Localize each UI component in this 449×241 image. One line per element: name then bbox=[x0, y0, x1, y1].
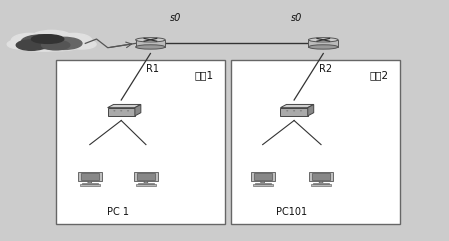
Bar bbox=[254, 173, 272, 180]
Ellipse shape bbox=[136, 38, 165, 42]
Ellipse shape bbox=[31, 30, 72, 44]
Bar bbox=[82, 182, 98, 184]
Polygon shape bbox=[281, 108, 308, 116]
Polygon shape bbox=[308, 40, 338, 47]
Bar bbox=[138, 182, 154, 184]
Bar bbox=[231, 60, 400, 224]
Ellipse shape bbox=[127, 110, 129, 111]
Bar bbox=[56, 60, 224, 224]
Ellipse shape bbox=[7, 40, 35, 49]
Ellipse shape bbox=[16, 40, 47, 50]
Polygon shape bbox=[260, 181, 264, 183]
Polygon shape bbox=[88, 181, 92, 183]
Polygon shape bbox=[135, 104, 141, 116]
Bar bbox=[309, 172, 333, 181]
Ellipse shape bbox=[46, 37, 82, 49]
Bar bbox=[80, 184, 100, 186]
Ellipse shape bbox=[293, 110, 295, 111]
Ellipse shape bbox=[31, 35, 64, 43]
Text: 网的1: 网的1 bbox=[194, 70, 213, 80]
Bar bbox=[251, 172, 275, 181]
Ellipse shape bbox=[308, 45, 338, 49]
Ellipse shape bbox=[68, 40, 96, 49]
Polygon shape bbox=[108, 108, 135, 116]
Ellipse shape bbox=[41, 40, 70, 50]
Ellipse shape bbox=[120, 110, 122, 111]
Polygon shape bbox=[108, 104, 141, 108]
Bar bbox=[255, 182, 271, 184]
Text: PC 1: PC 1 bbox=[107, 207, 129, 217]
Bar bbox=[134, 172, 158, 181]
Ellipse shape bbox=[286, 110, 288, 111]
Text: PC101: PC101 bbox=[276, 207, 308, 217]
Polygon shape bbox=[319, 181, 323, 183]
Bar bbox=[78, 172, 102, 181]
Ellipse shape bbox=[114, 110, 115, 111]
Ellipse shape bbox=[34, 40, 82, 51]
Polygon shape bbox=[308, 104, 314, 116]
Ellipse shape bbox=[308, 38, 338, 42]
Ellipse shape bbox=[136, 45, 165, 49]
Bar bbox=[311, 184, 331, 186]
Ellipse shape bbox=[18, 39, 70, 51]
Text: 网的2: 网的2 bbox=[369, 70, 388, 80]
Bar bbox=[136, 184, 156, 186]
Bar bbox=[313, 182, 329, 184]
Text: R1: R1 bbox=[146, 64, 159, 74]
Ellipse shape bbox=[56, 33, 92, 48]
Text: s0: s0 bbox=[169, 13, 181, 23]
Bar bbox=[252, 184, 273, 186]
Polygon shape bbox=[144, 181, 148, 183]
Bar bbox=[312, 173, 330, 180]
Text: s0: s0 bbox=[291, 13, 302, 23]
Polygon shape bbox=[281, 104, 314, 108]
Polygon shape bbox=[136, 40, 165, 47]
Text: R2: R2 bbox=[319, 64, 332, 74]
Ellipse shape bbox=[11, 33, 48, 48]
Ellipse shape bbox=[22, 35, 66, 49]
Bar bbox=[137, 173, 155, 180]
Ellipse shape bbox=[300, 110, 302, 111]
Bar bbox=[81, 173, 99, 180]
